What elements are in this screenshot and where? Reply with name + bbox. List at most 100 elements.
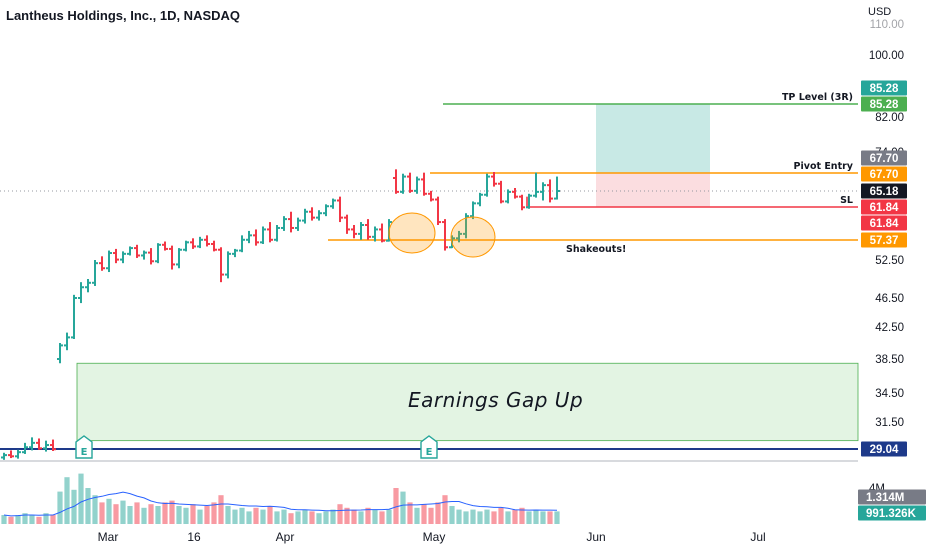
volume-bar xyxy=(232,509,238,524)
target-zone xyxy=(596,104,710,173)
time-axis-label: May xyxy=(423,530,446,544)
sl-level-label: SL xyxy=(840,195,853,206)
price-badge xyxy=(861,166,907,182)
earnings-gap-label: Earnings Gap Up xyxy=(408,388,584,412)
price-axis-tick: 46.50 xyxy=(875,293,904,305)
volume-bar xyxy=(442,495,448,524)
price-axis-tick: 82.00 xyxy=(875,112,904,124)
price-axis-tick: 110.00 xyxy=(870,19,904,31)
time-axis-label: Jul xyxy=(750,530,765,544)
volume-bar xyxy=(477,511,483,524)
volume-bar xyxy=(295,511,301,524)
volume-bar xyxy=(225,506,231,524)
volume-bar xyxy=(498,507,504,524)
volume-bar xyxy=(134,502,140,524)
price-axis-tick: 34.50 xyxy=(875,388,904,400)
volume-bar xyxy=(22,513,28,524)
volume-bar xyxy=(470,509,476,524)
volume-bar xyxy=(337,504,343,524)
price-badge-text: 67.70 xyxy=(870,153,899,165)
price-badge xyxy=(861,96,907,112)
price-badge-text: 57.37 xyxy=(870,235,899,247)
volume-bar xyxy=(316,513,322,524)
volume-bar xyxy=(120,500,126,524)
shakeout-circle xyxy=(388,212,436,254)
volume-badge-text: 1.314M xyxy=(866,492,904,504)
volume-bar xyxy=(512,509,518,524)
shakeout-level-label: Shakeouts! xyxy=(566,244,626,255)
price-axis-tick: 100.00 xyxy=(869,50,904,62)
volume-bar xyxy=(330,509,336,524)
tp-level-label: TP Level (3R) xyxy=(782,92,853,103)
volume-bar xyxy=(50,515,56,524)
volume-bar xyxy=(547,511,553,524)
volume-bar xyxy=(379,511,385,524)
earnings-marker xyxy=(75,435,93,459)
volume-bar xyxy=(211,502,217,524)
volume-bar xyxy=(351,509,357,524)
volume-bar xyxy=(218,495,224,524)
volume-bar xyxy=(421,504,427,524)
time-axis-label: 16 xyxy=(187,530,201,544)
volume-bar xyxy=(8,516,14,524)
volume-bar xyxy=(85,488,91,524)
volume-bar xyxy=(456,509,462,524)
volume-bar xyxy=(148,504,154,524)
volume-bar xyxy=(533,509,539,524)
volume-badge xyxy=(858,505,926,521)
volume-bar xyxy=(281,509,287,524)
volume-bar xyxy=(29,515,35,524)
volume-bar xyxy=(176,506,182,524)
volume-bar xyxy=(267,506,273,524)
earnings-gap-zone xyxy=(76,362,859,442)
volume-bar xyxy=(36,516,42,524)
price-badge xyxy=(861,232,907,248)
price-badge-text: 29.04 xyxy=(870,444,899,456)
volume-bar xyxy=(344,507,350,524)
volume-badge xyxy=(858,489,926,505)
volume-bar xyxy=(99,502,105,524)
volume-bar xyxy=(428,507,434,524)
time-axis-label: Mar xyxy=(98,530,119,544)
volume-bar xyxy=(197,509,203,524)
volume-bar xyxy=(141,507,147,524)
volume-bar xyxy=(400,491,406,524)
volume-bar xyxy=(127,506,133,524)
volume-bar xyxy=(505,511,511,524)
price-badge-text: 67.70 xyxy=(870,169,899,181)
volume-bar xyxy=(43,513,49,524)
volume-bar xyxy=(309,511,315,524)
pivot-entry-level-label: Pivot Entry xyxy=(794,161,854,172)
volume-bar xyxy=(246,511,252,524)
volume-bar xyxy=(239,507,245,524)
price-badge-text: 85.28 xyxy=(870,83,899,95)
price-badge xyxy=(861,183,907,199)
price-badge-text: 61.84 xyxy=(870,202,899,214)
volume-bar xyxy=(92,495,98,524)
price-badge xyxy=(861,199,907,215)
volume-badge-text: 991.326K xyxy=(866,508,917,520)
volume-bar xyxy=(190,504,196,524)
volume-bar xyxy=(323,511,329,524)
price-axis-tick: 42.50 xyxy=(875,322,904,334)
volume-bar xyxy=(414,507,420,524)
price-axis-tick: 31.50 xyxy=(875,417,904,429)
volume-bar xyxy=(386,509,392,524)
chart-title: Lantheus Holdings, Inc., 1D, NASDAQ xyxy=(6,8,240,23)
volume-bar xyxy=(540,511,546,524)
price-badge-text: 65.18 xyxy=(870,186,899,198)
price-badge-text: 85.28 xyxy=(870,99,899,111)
volume-bar xyxy=(162,502,168,524)
price-badge xyxy=(861,80,907,96)
price-axis-tick: 38.50 xyxy=(875,354,904,366)
earnings-marker-label: E xyxy=(81,447,88,458)
currency-label: USD xyxy=(868,6,892,18)
earnings-marker xyxy=(420,435,438,459)
stop-zone xyxy=(596,173,710,207)
volume-bar xyxy=(274,511,280,524)
volume-bar xyxy=(491,511,497,524)
volume-bar xyxy=(302,509,308,524)
price-badge xyxy=(861,150,907,166)
price-badge xyxy=(861,441,907,457)
